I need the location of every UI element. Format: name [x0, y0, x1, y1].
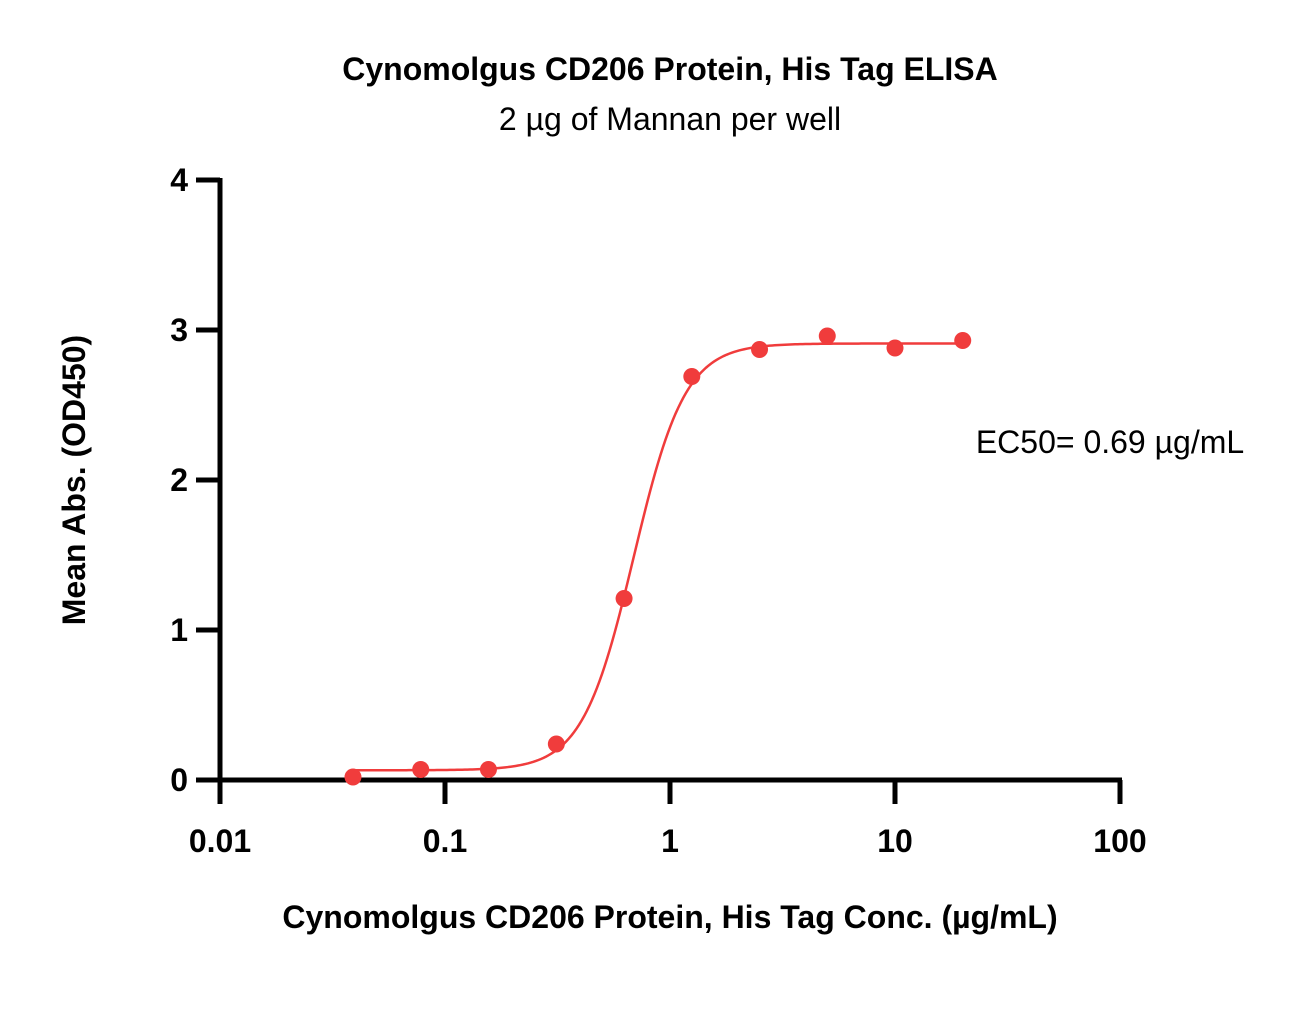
x-tick-label: 10 [877, 823, 913, 859]
data-point [886, 339, 904, 357]
data-point [954, 332, 972, 349]
data-point [818, 327, 836, 345]
data-point [683, 368, 701, 385]
x-tick-label: 100 [1093, 823, 1146, 859]
y-tick-label: 0 [170, 762, 188, 798]
fit-curve-group [352, 342, 963, 772]
y-axis-ticks: 0 1 2 3 4 [170, 162, 220, 798]
x-tick-label: 0.1 [423, 823, 467, 859]
y-axis-label: Mean Abs. (OD450) [56, 335, 92, 625]
data-point [547, 735, 565, 753]
x-tick-label: 1 [661, 823, 679, 859]
data-point [412, 761, 430, 778]
x-tick-label: 0.01 [189, 823, 251, 859]
ec50-annotation: EC50= 0.69 µg/mL [976, 424, 1244, 460]
axes [217, 178, 1122, 783]
data-point [479, 761, 497, 778]
chart-title: Cynomolgus CD206 Protein, His Tag ELISA [342, 51, 998, 87]
fit-curve [352, 342, 963, 772]
data-point [751, 341, 769, 358]
x-axis-ticks: 0.01 0.1 1 10 100 [189, 780, 1147, 859]
y-tick-label: 2 [170, 462, 188, 498]
data-point [344, 768, 362, 786]
chart-subtitle: 2 µg of Mannan per well [499, 101, 841, 137]
data-points [344, 327, 972, 786]
x-axis-label: Cynomolgus CD206 Protein, His Tag Conc. … [282, 899, 1057, 935]
y-tick-label: 1 [170, 612, 188, 648]
y-tick-label: 4 [170, 162, 188, 198]
data-point [615, 590, 633, 607]
y-tick-label: 3 [170, 312, 188, 348]
